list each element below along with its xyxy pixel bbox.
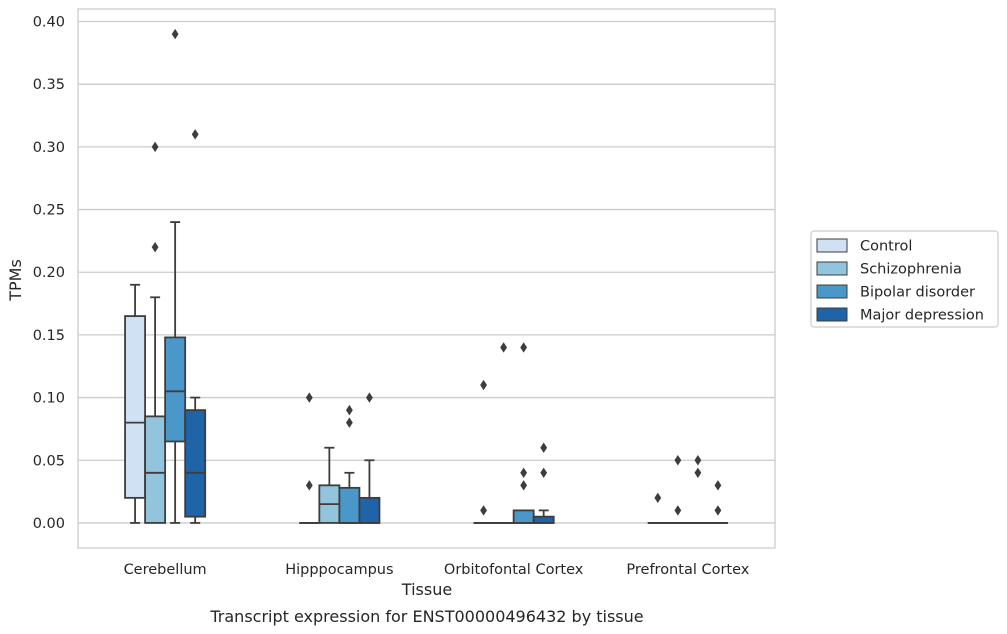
outlier-point — [520, 342, 528, 353]
box-control-1 — [299, 392, 320, 524]
outlier-point — [714, 505, 722, 516]
outlier-point — [714, 480, 722, 491]
box-schizophrenia-3 — [667, 455, 688, 524]
y-tick-label: 0.10 — [33, 391, 65, 407]
legend-swatch — [816, 238, 848, 253]
legend-swatch — [816, 307, 848, 322]
box-body — [512, 509, 535, 524]
outlier-point — [674, 455, 682, 466]
box-body — [532, 515, 555, 524]
chart-caption: Transcript expression for ENST0000049643… — [209, 607, 643, 626]
box-control-3 — [647, 492, 668, 524]
x-tick-labels: Cerebellum Hipppocampus Orbitofontal Corte… — [124, 562, 750, 578]
outlier-point — [540, 442, 548, 453]
y-tick-label: 0.20 — [33, 265, 65, 281]
outlier-point — [480, 379, 487, 391]
outlier-point — [305, 480, 313, 491]
box-major-depression-1 — [358, 392, 381, 524]
outlier-point — [171, 28, 179, 40]
legend-label: Schizophrenia — [860, 262, 962, 278]
x-tick-label: Prefrontal Cortex — [626, 562, 749, 578]
box-control-0 — [124, 283, 146, 524]
outlier-point — [366, 392, 373, 403]
box-body — [164, 336, 187, 443]
legend-swatch — [816, 284, 848, 299]
box-bipolar-disorder-3 — [687, 455, 708, 524]
x-tick-label: Orbitofontal Cortex — [444, 562, 584, 578]
outlier-point — [345, 404, 353, 416]
y-axis-label: TPMs — [6, 259, 25, 302]
legend-frame — [810, 230, 999, 328]
box-bipolar-disorder-1 — [338, 404, 361, 524]
box-body — [338, 486, 361, 524]
box-schizophrenia-1 — [318, 446, 341, 524]
box-major-depression-3 — [707, 480, 728, 524]
legend-label: Bipolar disorder — [860, 285, 975, 301]
outlier-point — [500, 342, 508, 353]
box-plot-marks — [124, 28, 728, 524]
legend-swatch — [816, 261, 848, 276]
y-gridlines — [78, 20, 775, 524]
legend-label: Control — [860, 239, 912, 255]
x-axis-label: Tissue — [401, 580, 452, 599]
y-tick-label: 0.05 — [33, 453, 65, 469]
outlier-point — [305, 392, 313, 403]
box-body — [124, 315, 146, 499]
x-tick-label: Hipppocampus — [285, 562, 393, 578]
outlier-point — [151, 141, 159, 153]
box-major-depression-2 — [532, 442, 555, 524]
outlier-point — [694, 467, 702, 478]
box-body — [184, 409, 207, 518]
y-tick-label: 0.30 — [33, 140, 65, 156]
outlier-point — [345, 417, 353, 428]
legend-label: Major depression — [860, 308, 984, 324]
outlier-point — [520, 467, 528, 478]
box-body — [358, 496, 381, 524]
outlier-point — [674, 505, 682, 516]
box-schizophrenia-0 — [144, 141, 167, 524]
x-tick-label: Cerebellum — [124, 562, 207, 578]
outlier-point — [654, 492, 662, 504]
outlier-point — [694, 455, 702, 466]
outlier-point — [191, 129, 199, 140]
y-tick-label: 0.25 — [33, 203, 65, 219]
y-tick-labels: 0.00 0.05 0.10 0.15 0.20 0.25 0.30 0.35 0.40 — [33, 15, 65, 532]
y-tick-label: 0.00 — [33, 516, 65, 532]
y-tick-label: 0.15 — [33, 328, 65, 344]
box-control-2 — [473, 379, 494, 524]
outlier-point — [151, 241, 159, 253]
outlier-point — [520, 480, 528, 491]
plot-frame — [77, 8, 776, 549]
legend: Control Schizophrenia Bipolar disorder Majo… — [810, 230, 999, 328]
box-schizophrenia-2 — [493, 342, 514, 524]
y-tick-label: 0.35 — [33, 77, 65, 93]
box-bipolar-disorder-0 — [164, 28, 187, 524]
y-tick-label: 0.40 — [33, 15, 65, 31]
box-major-depression-0 — [184, 129, 207, 524]
box-bipolar-disorder-2 — [512, 342, 535, 524]
outlier-point — [540, 467, 548, 478]
box-body — [144, 415, 167, 524]
outlier-point — [480, 505, 487, 516]
